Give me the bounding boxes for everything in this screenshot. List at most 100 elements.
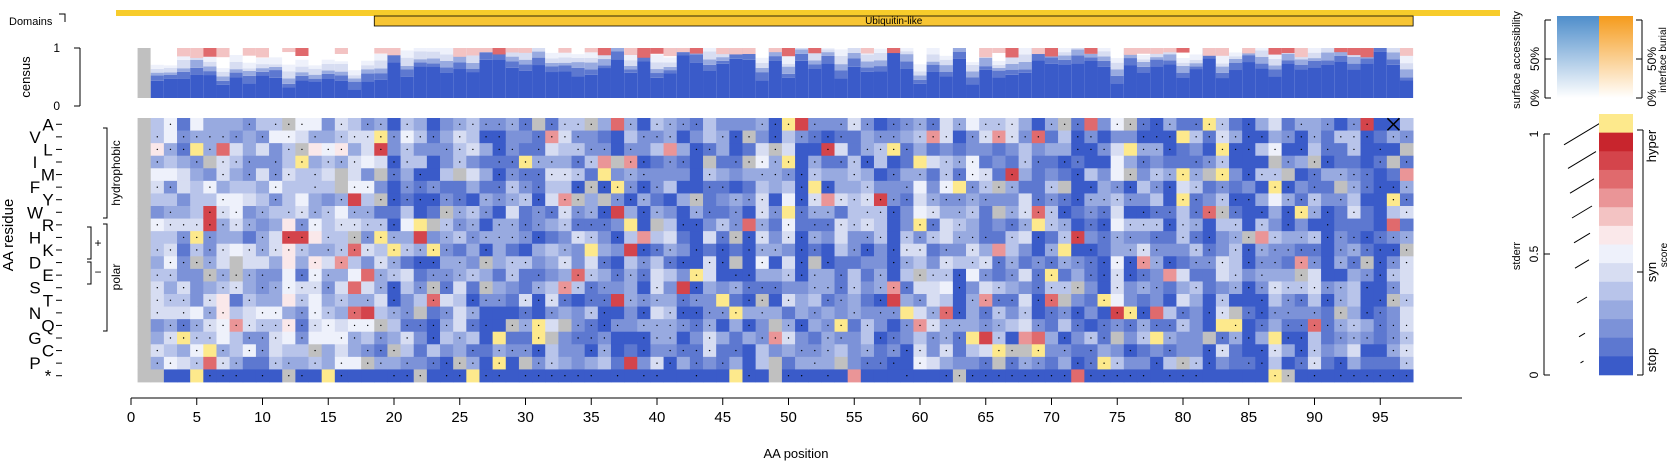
heatmap-cell[interactable] — [598, 118, 612, 131]
heatmap-cell[interactable] — [979, 281, 993, 294]
heatmap-cell[interactable] — [335, 206, 349, 219]
heatmap-cell[interactable] — [466, 156, 480, 169]
heatmap-cell[interactable] — [1019, 193, 1033, 206]
heatmap-cell[interactable] — [1190, 294, 1204, 307]
heatmap-cell[interactable] — [295, 193, 309, 206]
heatmap-cell[interactable] — [190, 181, 204, 194]
heatmap-cell[interactable] — [1387, 357, 1401, 370]
heatmap-cell[interactable] — [1255, 332, 1269, 345]
heatmap-cell[interactable] — [769, 219, 783, 232]
heatmap-cell[interactable] — [795, 332, 809, 345]
heatmap-cell[interactable] — [1005, 281, 1019, 294]
heatmap-cell[interactable] — [861, 256, 875, 269]
heatmap-cell[interactable] — [466, 168, 480, 181]
heatmap-cell[interactable] — [453, 168, 467, 181]
heatmap-cell[interactable] — [716, 193, 730, 206]
heatmap-cell[interactable] — [992, 168, 1006, 181]
heatmap-cell[interactable] — [361, 369, 375, 382]
heatmap-cell[interactable] — [1005, 332, 1019, 345]
heatmap-cell[interactable] — [664, 231, 678, 244]
heatmap-cell[interactable] — [677, 244, 691, 257]
heatmap-cell[interactable] — [1216, 244, 1230, 257]
heatmap-cell[interactable] — [479, 307, 493, 320]
heatmap-cell[interactable] — [532, 118, 546, 131]
heatmap-cell[interactable] — [1005, 143, 1019, 156]
heatmap-cell[interactable] — [572, 357, 586, 370]
heatmap-cell[interactable] — [913, 307, 927, 320]
heatmap-cell[interactable] — [322, 168, 336, 181]
heatmap-cell[interactable] — [1361, 319, 1375, 332]
heatmap-cell[interactable] — [348, 256, 362, 269]
heatmap-cell[interactable] — [821, 357, 835, 370]
heatmap-cell[interactable] — [1150, 193, 1164, 206]
heatmap-cell[interactable] — [1190, 319, 1204, 332]
heatmap-cell[interactable] — [1203, 319, 1217, 332]
heatmap-cell[interactable] — [913, 332, 927, 345]
heatmap-cell[interactable] — [309, 369, 323, 382]
heatmap-cell[interactable] — [1058, 131, 1072, 144]
heatmap-cell[interactable] — [1242, 344, 1256, 357]
heatmap-cell[interactable] — [1111, 206, 1125, 219]
heatmap-cell[interactable] — [572, 256, 586, 269]
heatmap-cell[interactable] — [611, 131, 625, 144]
heatmap-cell[interactable] — [1098, 131, 1112, 144]
heatmap-cell[interactable] — [940, 281, 954, 294]
heatmap-cell[interactable] — [230, 332, 244, 345]
heatmap-cell[interactable] — [1058, 181, 1072, 194]
heatmap-cell[interactable] — [1190, 307, 1204, 320]
heatmap-cell[interactable] — [1347, 281, 1361, 294]
heatmap-cell[interactable] — [440, 156, 454, 169]
heatmap-cell[interactable] — [1242, 219, 1256, 232]
heatmap-cell[interactable] — [927, 244, 941, 257]
heatmap-cell[interactable] — [1098, 181, 1112, 194]
heatmap-cell[interactable] — [361, 193, 375, 206]
heatmap-cell[interactable] — [190, 281, 204, 294]
heatmap-cell[interactable] — [966, 357, 980, 370]
heatmap-cell[interactable] — [230, 344, 244, 357]
heatmap-cell[interactable] — [966, 307, 980, 320]
heatmap-cell[interactable] — [887, 219, 901, 232]
heatmap-cell[interactable] — [322, 219, 336, 232]
heatmap-cell[interactable] — [335, 319, 349, 332]
heatmap-cell[interactable] — [506, 307, 520, 320]
heatmap-cell[interactable] — [295, 181, 309, 194]
heatmap-cell[interactable] — [1282, 344, 1296, 357]
heatmap-cell[interactable] — [703, 244, 717, 257]
heatmap-cell[interactable] — [1019, 231, 1033, 244]
heatmap-cell[interactable] — [1019, 294, 1033, 307]
heatmap-cell[interactable] — [1137, 168, 1151, 181]
heatmap-cell[interactable] — [558, 181, 572, 194]
heatmap-cell[interactable] — [1111, 143, 1125, 156]
heatmap-cell[interactable] — [1111, 344, 1125, 357]
heatmap-cell[interactable] — [677, 143, 691, 156]
heatmap-cell[interactable] — [190, 307, 204, 320]
heatmap-cell[interactable] — [729, 319, 743, 332]
heatmap-cell[interactable] — [138, 369, 152, 382]
heatmap-cell[interactable] — [519, 332, 533, 345]
heatmap-cell[interactable] — [1005, 193, 1019, 206]
heatmap-cell[interactable] — [782, 131, 796, 144]
heatmap-cell[interactable] — [335, 281, 349, 294]
heatmap-cell[interactable] — [821, 244, 835, 257]
heatmap-cell[interactable] — [1019, 332, 1033, 345]
heatmap-cell[interactable] — [1216, 357, 1230, 370]
heatmap-cell[interactable] — [479, 181, 493, 194]
heatmap-cell[interactable] — [1176, 256, 1190, 269]
heatmap-cell[interactable] — [861, 294, 875, 307]
heatmap-cell[interactable] — [309, 332, 323, 345]
heatmap-cell[interactable] — [335, 269, 349, 282]
heatmap-cell[interactable] — [1361, 143, 1375, 156]
heatmap-cell[interactable] — [361, 143, 375, 156]
heatmap-cell[interactable] — [979, 219, 993, 232]
heatmap-cell[interactable] — [295, 168, 309, 181]
heatmap-cell[interactable] — [1163, 307, 1177, 320]
heatmap-cell[interactable] — [1216, 319, 1230, 332]
heatmap-cell[interactable] — [1387, 168, 1401, 181]
heatmap-cell[interactable] — [821, 118, 835, 131]
heatmap-cell[interactable] — [756, 357, 770, 370]
heatmap-cell[interactable] — [1255, 143, 1269, 156]
heatmap-cell[interactable] — [243, 256, 257, 269]
heatmap-cell[interactable] — [1111, 131, 1125, 144]
heatmap-cell[interactable] — [1374, 344, 1388, 357]
heatmap-cell[interactable] — [558, 319, 572, 332]
